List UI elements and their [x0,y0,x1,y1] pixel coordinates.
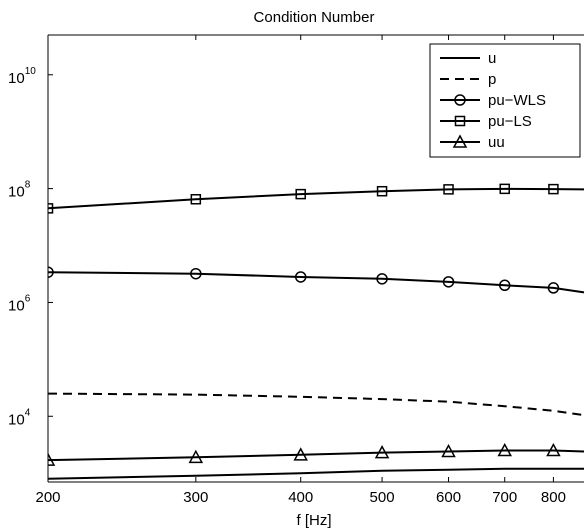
series-line [48,187,585,210]
data-point [374,445,390,459]
data-point [547,282,560,294]
plot-area [47,34,585,483]
data-point [190,194,202,205]
data-point [48,266,54,278]
series-4 [48,183,585,214]
data-point [548,183,559,195]
y-tick-label: 106 [8,293,31,314]
data-point [441,443,456,458]
x-tick-label: 200 [35,489,60,506]
series-line [48,392,585,417]
data-point [497,442,512,457]
legend-label: p [488,71,496,88]
x-axis-title: f [Hz] [296,512,331,529]
data-point [498,279,511,292]
data-point [48,452,56,466]
x-tick-label: 600 [436,489,461,506]
legend-label: u [488,50,496,67]
data-point [190,267,202,280]
data-point [443,184,454,195]
x-tick-label: 300 [183,489,208,506]
legend-marker [452,134,468,148]
chart-title: Condition Number [254,9,375,26]
legend-marker [454,94,466,106]
data-point [376,185,388,197]
series-line [48,467,584,480]
x-tick-label: 500 [370,489,395,506]
series-3 [48,266,585,294]
data-point [295,188,306,200]
data-point [188,449,204,464]
series-1 [48,467,584,480]
series-5 [48,442,585,466]
data-point [546,442,561,457]
legend-label: pu−LS [488,113,532,130]
x-tick-label: 700 [492,489,517,506]
series-2 [48,392,585,417]
data-point [48,203,54,214]
legend-label: uu [488,134,505,151]
data-point [442,276,455,288]
legend-label: pu−WLS [488,92,546,109]
y-tick-label: 104 [8,407,31,428]
data-point [293,447,308,461]
series-line [48,271,585,294]
axis-ticks: 200 300 400 500 600 700 800 104 106 108 1010 [8,35,566,506]
legend: up pu−WLS pu−LS uu [429,43,581,158]
series-line [48,449,585,462]
x-tick-label: 400 [288,489,313,506]
legend-marker [454,115,466,127]
y-tick-label: 1010 [8,66,36,87]
x-tick-label: 800 [541,489,566,506]
data-point [294,271,307,283]
data-point [376,273,388,285]
y-tick-label: 108 [8,180,31,201]
data-point [499,183,510,195]
